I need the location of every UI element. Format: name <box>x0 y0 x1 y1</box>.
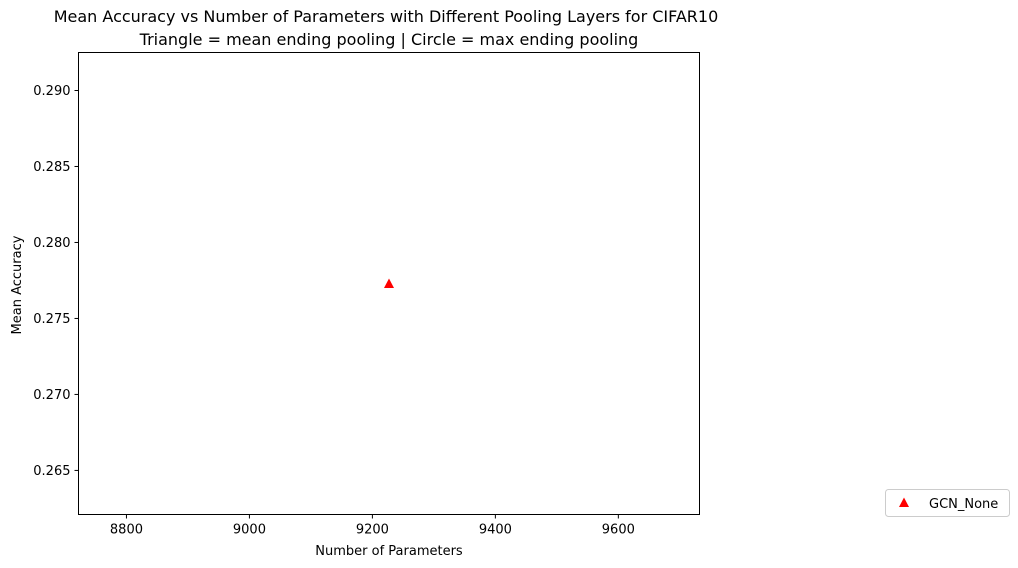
data-points <box>384 278 394 288</box>
y-axis-ticks: 0.265 0.270 0.275 0.280 0.285 0.290 <box>33 84 79 479</box>
legend-box <box>885 489 1010 517</box>
chart-subtitle: Triangle = mean ending pooling | Circle … <box>139 30 639 49</box>
x-tick-label: 9400 <box>479 523 512 538</box>
y-tick-label: 0.275 <box>33 312 70 327</box>
x-axis-label: Number of Parameters <box>315 544 463 559</box>
y-tick-label: 0.290 <box>33 84 70 99</box>
y-tick-label: 0.265 <box>33 464 70 479</box>
plot-area <box>78 52 700 515</box>
chart-title: Mean Accuracy vs Number of Parameters wi… <box>54 7 719 26</box>
x-tick-label: 9000 <box>233 523 266 538</box>
y-tick-label: 0.280 <box>33 236 70 251</box>
data-point-GCN_None <box>384 278 394 288</box>
x-tick-label: 9600 <box>602 523 635 538</box>
y-tick-label: 0.285 <box>33 160 70 175</box>
legend-triangle-icon <box>899 497 909 507</box>
legend: GCN_None <box>885 489 1010 517</box>
legend-label: GCN_None <box>929 497 998 512</box>
y-tick-label: 0.270 <box>33 388 70 403</box>
x-tick-label: 9200 <box>356 523 389 538</box>
y-axis-label: Mean Accuracy <box>10 235 25 334</box>
x-axis-ticks: 8800 9000 9200 9400 9600 <box>110 514 635 538</box>
x-tick-label: 8800 <box>110 523 143 538</box>
